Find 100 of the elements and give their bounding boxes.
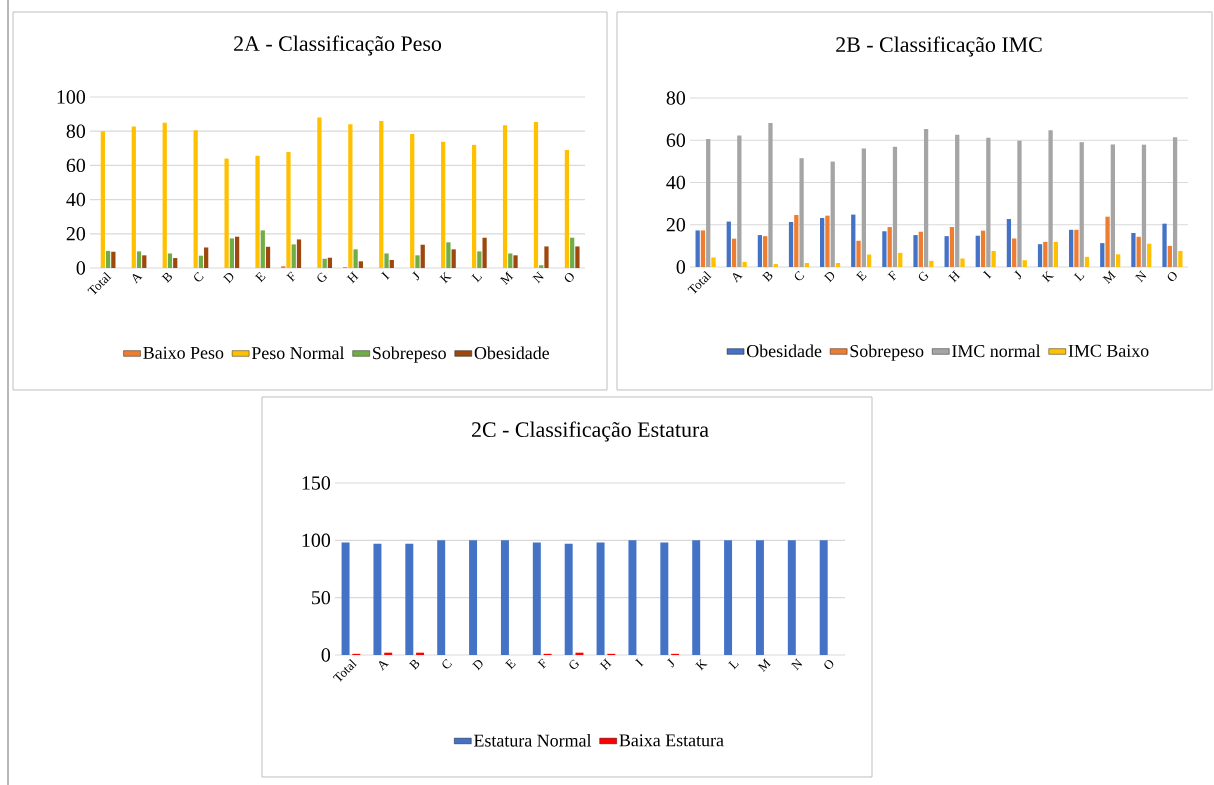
bar [757, 235, 763, 267]
bar [533, 121, 539, 268]
bar [173, 258, 178, 268]
legend-label: Obesidade [746, 344, 822, 358]
bar [373, 543, 382, 655]
bar [136, 251, 142, 268]
y-tick-label: 80 [666, 91, 686, 105]
bar [384, 253, 389, 268]
bar [975, 235, 980, 267]
bar [820, 217, 825, 267]
x-tick-label: H [346, 271, 359, 284]
chart-title: 2B - Classificação IMC [836, 36, 1042, 57]
bar [564, 543, 573, 655]
x-tick-label: C [794, 270, 805, 281]
bar [794, 215, 799, 267]
x-tick-label: L [728, 660, 739, 670]
bar [204, 247, 209, 268]
x-tick-label: L [471, 273, 483, 283]
bar [441, 141, 446, 268]
bar [799, 158, 804, 267]
bar [882, 231, 887, 267]
y-tick-label: 40 [66, 192, 86, 207]
x-tick-label: B [408, 659, 420, 670]
bar [446, 242, 451, 268]
bar [234, 236, 240, 268]
x-tick-label: J [1014, 270, 1022, 280]
x-tick-label: L [1073, 272, 1085, 282]
bar [265, 246, 271, 268]
x-tick-label: N [1134, 270, 1147, 283]
bar [1131, 232, 1136, 267]
x-tick-label: K [695, 658, 708, 671]
y-tick-label: 150 [302, 476, 331, 490]
bar [471, 144, 477, 268]
bar [500, 540, 509, 655]
bar [944, 236, 949, 267]
x-tick-label: J [412, 271, 420, 281]
bar [700, 230, 706, 267]
x-tick-label: G [317, 272, 327, 282]
bar [1043, 241, 1048, 267]
bar [131, 126, 136, 268]
x-tick-label: I [635, 658, 644, 667]
bar [825, 215, 830, 267]
bar [1167, 245, 1172, 267]
bar [923, 129, 929, 267]
x-tick-label: F [537, 658, 546, 669]
bar [851, 214, 856, 267]
bar [415, 255, 420, 268]
bar [341, 542, 350, 655]
bar [198, 255, 204, 268]
bar [1147, 243, 1152, 267]
x-tick-label: M [757, 658, 772, 672]
bar [1006, 219, 1012, 267]
y-tick-label: 60 [666, 133, 686, 147]
legend-label: IMC normal [952, 344, 1041, 358]
bar [105, 250, 111, 268]
bar [1105, 216, 1110, 267]
bar [755, 540, 764, 655]
bar [819, 540, 828, 655]
y-tick-label: 20 [666, 218, 686, 232]
bar [1178, 250, 1183, 267]
x-tick-label: M [499, 271, 514, 285]
bar [111, 251, 116, 268]
bar [1141, 144, 1147, 267]
bar [711, 257, 716, 267]
x-tick-label: A [379, 661, 389, 671]
x-tick-label: O [564, 272, 574, 282]
x-tick-label: B [161, 272, 172, 283]
bar [322, 258, 327, 268]
bar [830, 161, 835, 267]
bar [892, 146, 898, 267]
bar [508, 253, 513, 268]
bar [1162, 223, 1167, 267]
bar [1100, 243, 1105, 267]
bar [291, 244, 296, 268]
legend-label: Estatura Normal [473, 734, 592, 747]
bar [100, 131, 105, 268]
bar [628, 540, 637, 655]
bar [389, 259, 394, 268]
bar [575, 246, 580, 268]
bar [142, 255, 147, 268]
bar [353, 249, 358, 268]
bar [348, 124, 353, 268]
bar [768, 122, 773, 267]
bar [193, 130, 198, 268]
bar [260, 230, 265, 268]
bar [1079, 142, 1084, 267]
bar [1110, 144, 1115, 267]
bar [451, 249, 456, 268]
x-tick-label: F [286, 271, 295, 282]
bar [737, 135, 742, 267]
x-tick-label: O [1167, 271, 1177, 281]
x-tick-label: J [667, 658, 674, 668]
y-tick-label: 0 [676, 260, 686, 274]
bar [1022, 260, 1027, 267]
bar [539, 265, 544, 268]
bar [229, 238, 234, 268]
x-tick-label: A [732, 273, 743, 283]
x-tick-label: D [823, 272, 835, 283]
bar [1012, 238, 1017, 267]
legend-label: Baixa Estatura [619, 734, 724, 747]
